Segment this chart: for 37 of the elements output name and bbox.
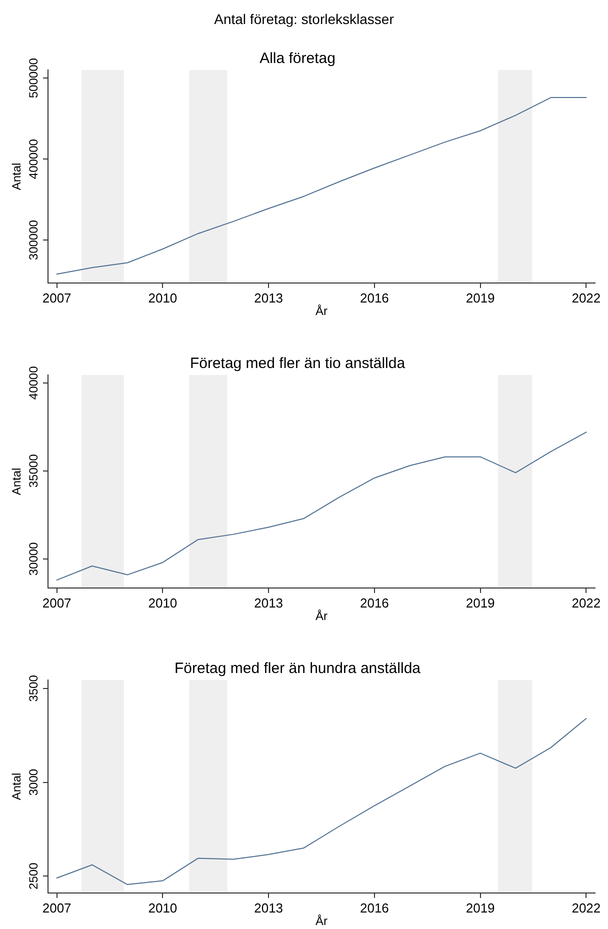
x-tick-label: 2007 [42, 900, 72, 916]
y-tick-label: 3000 [26, 768, 40, 796]
x-tick-label: 2016 [360, 290, 389, 306]
x-axis-title: År [316, 914, 328, 928]
chart-title: Företag med fler än hundra anställda [174, 660, 422, 678]
x-tick-label: 2010 [148, 290, 178, 306]
x-tick-label: 2010 [148, 595, 178, 610]
text: Antal företag: storleksklasser [213, 10, 395, 28]
y-tick-label: 3500 [26, 674, 40, 702]
y-tick-label: 2500 [26, 862, 40, 890]
x-tick-label: 2019 [466, 900, 495, 916]
y-tick-label: 30000 [26, 542, 40, 576]
x-axis-title: År [316, 304, 328, 318]
x-tick-label: 2010 [148, 900, 178, 916]
y-tick-label: 400000 [26, 138, 40, 180]
x-tick-label: 2016 [360, 900, 389, 916]
chart-title: Alla företag [260, 50, 336, 68]
x-tick-label: 2013 [254, 595, 284, 610]
y-axis-title: Antal [10, 162, 24, 190]
chart-title: Företag med fler än tio anställda [190, 355, 406, 372]
y-tick-label: 35000 [26, 454, 40, 488]
y-tick-label: 500000 [26, 58, 40, 98]
x-tick-label: 2013 [254, 900, 284, 916]
x-tick-label: 2013 [254, 290, 284, 306]
y-axis-title: Antal [10, 468, 24, 496]
x-axis-title: År [316, 609, 328, 624]
x-tick-label: 2016 [360, 595, 389, 610]
x-tick-label: 2022 [572, 290, 601, 306]
x-tick-label: 2007 [42, 290, 72, 306]
x-tick-label: 2007 [42, 595, 72, 610]
x-tick-label: 2019 [466, 595, 495, 610]
x-tick-label: 2022 [572, 595, 601, 610]
y-axis-title: Antal [10, 772, 24, 800]
y-tick-label: 300000 [26, 220, 40, 260]
x-tick-label: 2022 [572, 900, 601, 916]
y-tick-label: 40000 [26, 366, 40, 400]
x-tick-label: 2019 [466, 290, 495, 306]
